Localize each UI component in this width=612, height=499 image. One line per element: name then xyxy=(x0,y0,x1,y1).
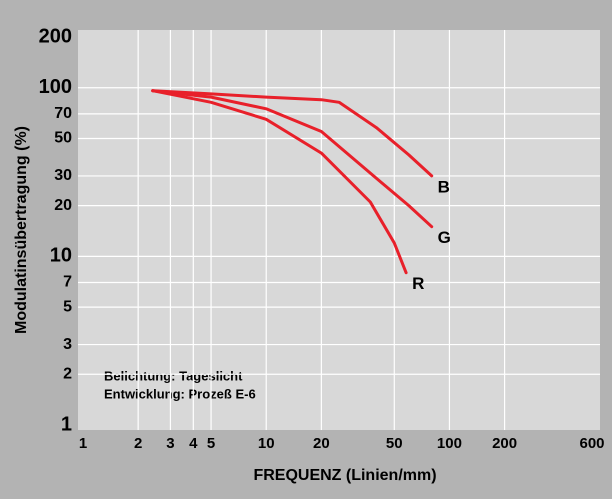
y-tick-label: 200 xyxy=(39,25,72,47)
x-tick-label: 1 xyxy=(79,435,87,452)
y-tick-label: 2 xyxy=(63,365,72,382)
x-tick-label: 100 xyxy=(437,435,462,452)
y-tick-label: 1 xyxy=(61,413,72,435)
line xyxy=(151,89,408,275)
y-tick-label: 10 xyxy=(50,245,72,267)
line xyxy=(151,89,434,229)
annotation: Belichtung: Tageslicht xyxy=(104,368,243,383)
y-tick-label: 50 xyxy=(54,130,72,147)
x-tick-label: 2 xyxy=(134,435,142,452)
series-label: R xyxy=(412,274,424,293)
x-tick-label: 20 xyxy=(313,435,330,452)
annotation: Entwicklung: Prozeß E-6 xyxy=(104,386,256,401)
y-tick-label: 20 xyxy=(54,197,72,214)
x-axis-label: FREQUENZ (Linien/mm) xyxy=(253,467,436,484)
y-tick-label: 70 xyxy=(54,105,72,122)
x-tick-label: 10 xyxy=(258,435,275,452)
x-tick-label: 3 xyxy=(166,435,174,452)
x-tick-label: 50 xyxy=(386,435,403,452)
series-label: B xyxy=(438,177,450,196)
y-tick-label: 100 xyxy=(39,76,72,98)
series-label: G xyxy=(438,228,451,247)
x-tick-label: 5 xyxy=(207,435,215,452)
y-tick-label: 5 xyxy=(63,298,72,315)
line xyxy=(151,89,434,178)
y-tick-label: 3 xyxy=(63,336,72,353)
y-tick-label: 7 xyxy=(63,274,72,291)
y-axis-label: Modulatinsübertragung (%) xyxy=(13,126,30,334)
x-tick-label: 4 xyxy=(189,435,198,452)
plot-area xyxy=(78,30,600,430)
y-tick-label: 30 xyxy=(54,167,72,184)
x-tick-label: 600 xyxy=(579,435,604,452)
x-tick-label: 200 xyxy=(492,435,517,452)
